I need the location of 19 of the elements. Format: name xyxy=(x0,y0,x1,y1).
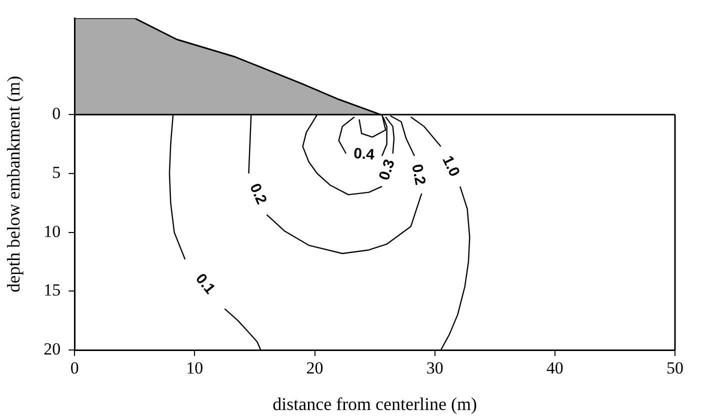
x-tick-label: 50 xyxy=(666,358,684,378)
y-tick-label: 0 xyxy=(52,104,61,124)
y-tick-label: 15 xyxy=(44,280,61,300)
text: 0.3 xyxy=(376,157,398,182)
text: 0.2 xyxy=(408,162,429,186)
y-axis-title: depth below embankment (m) xyxy=(4,76,24,292)
x-tick-label: 10 xyxy=(186,358,204,378)
y-tick-label: 5 xyxy=(52,162,61,182)
x-axis-title: distance from centerline (m) xyxy=(272,394,478,414)
y-tick-label: 20 xyxy=(44,339,61,358)
x-tick-label: 20 xyxy=(306,358,324,378)
y-tick-label: 10 xyxy=(44,222,61,241)
x-tick-label: 30 xyxy=(426,358,444,378)
series-label: 0.4 xyxy=(353,145,376,164)
x-tick-label: 40 xyxy=(546,358,564,378)
text: 1.0 xyxy=(438,153,463,180)
x-tick-label: 0 xyxy=(70,358,79,378)
text: 0.1 xyxy=(192,270,218,298)
text: 0.2 xyxy=(246,181,270,207)
